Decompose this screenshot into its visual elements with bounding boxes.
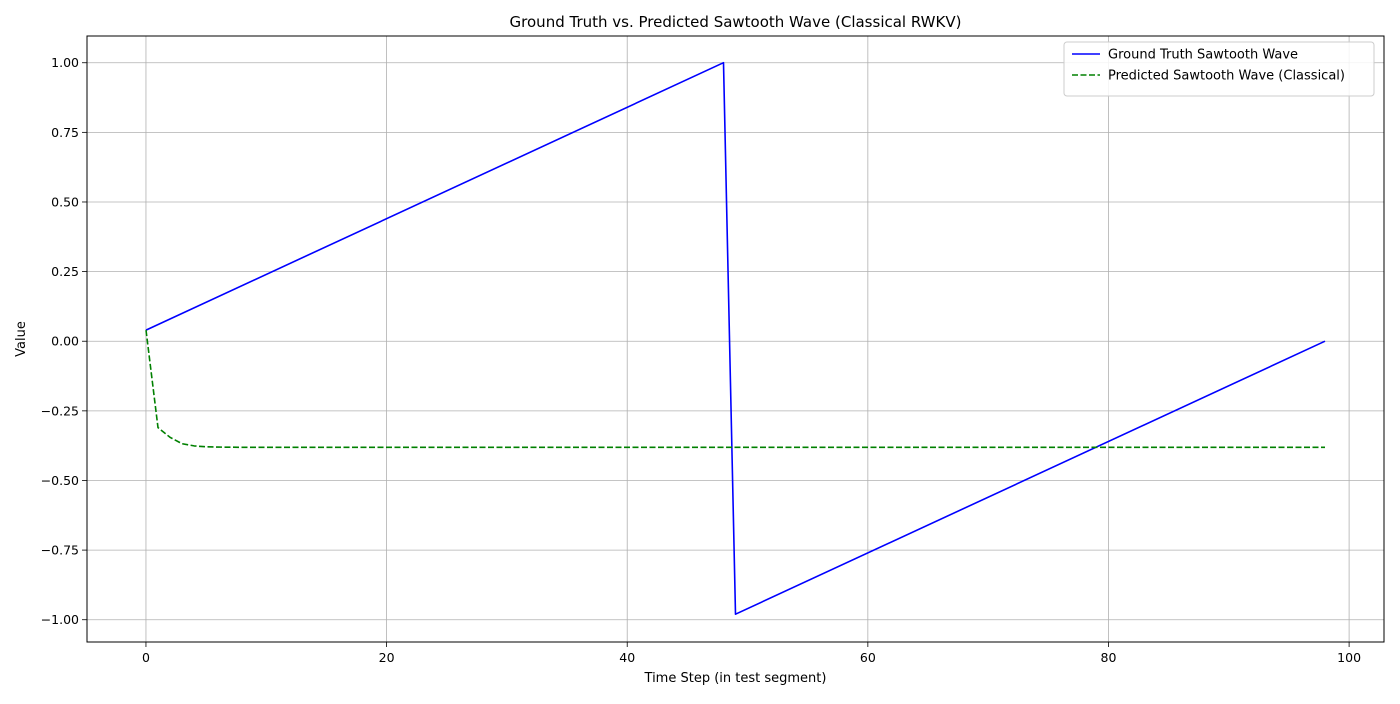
x-tick-label: 20 (379, 650, 395, 665)
series-line-2 (145, 330, 1325, 449)
legend: Ground Truth Sawtooth Wave Predicted Sawt… (1063, 41, 1375, 97)
y-tick-label: 0.25 (51, 264, 79, 279)
legend-box (1063, 41, 1375, 97)
series-line-1 (145, 61, 1326, 616)
series-layer (145, 61, 1326, 616)
legend-label-2: Predicted Sawtooth Wave (Classical) (1108, 69, 1345, 84)
plot-frame (86, 35, 1385, 643)
y-tick-label: 0.75 (51, 125, 79, 140)
chart-title: Ground Truth vs. Predicted Sawtooth Wave… (510, 13, 962, 31)
x-tick-label: 100 (1337, 650, 1361, 665)
x-tick-label: 80 (1101, 650, 1117, 665)
y-tick-label: −1.00 (41, 612, 79, 627)
x-axis-label: Time Step (in test segment) (644, 671, 827, 686)
y-axis: −1.00 −0.75 −0.50 −0.25 0.00 0.25 0.50 0.75 1.00 (41, 55, 87, 627)
y-tick-label: 0.50 (51, 194, 79, 209)
x-axis: 0 20 40 60 80 100 (142, 642, 1361, 665)
x-tick-label: 0 (142, 650, 150, 665)
y-tick-label: −0.25 (41, 403, 79, 418)
x-tick-label: 60 (860, 650, 876, 665)
x-tick-label: 40 (619, 650, 635, 665)
y-tick-label: −0.75 (41, 543, 79, 558)
grid (87, 36, 1384, 642)
y-axis-label: Value (14, 321, 29, 357)
y-tick-label: 0.00 (51, 334, 79, 349)
y-tick-label: 1.00 (51, 55, 79, 70)
y-tick-label: −0.50 (41, 473, 79, 488)
legend-label-1: Ground Truth Sawtooth Wave (1108, 48, 1298, 63)
